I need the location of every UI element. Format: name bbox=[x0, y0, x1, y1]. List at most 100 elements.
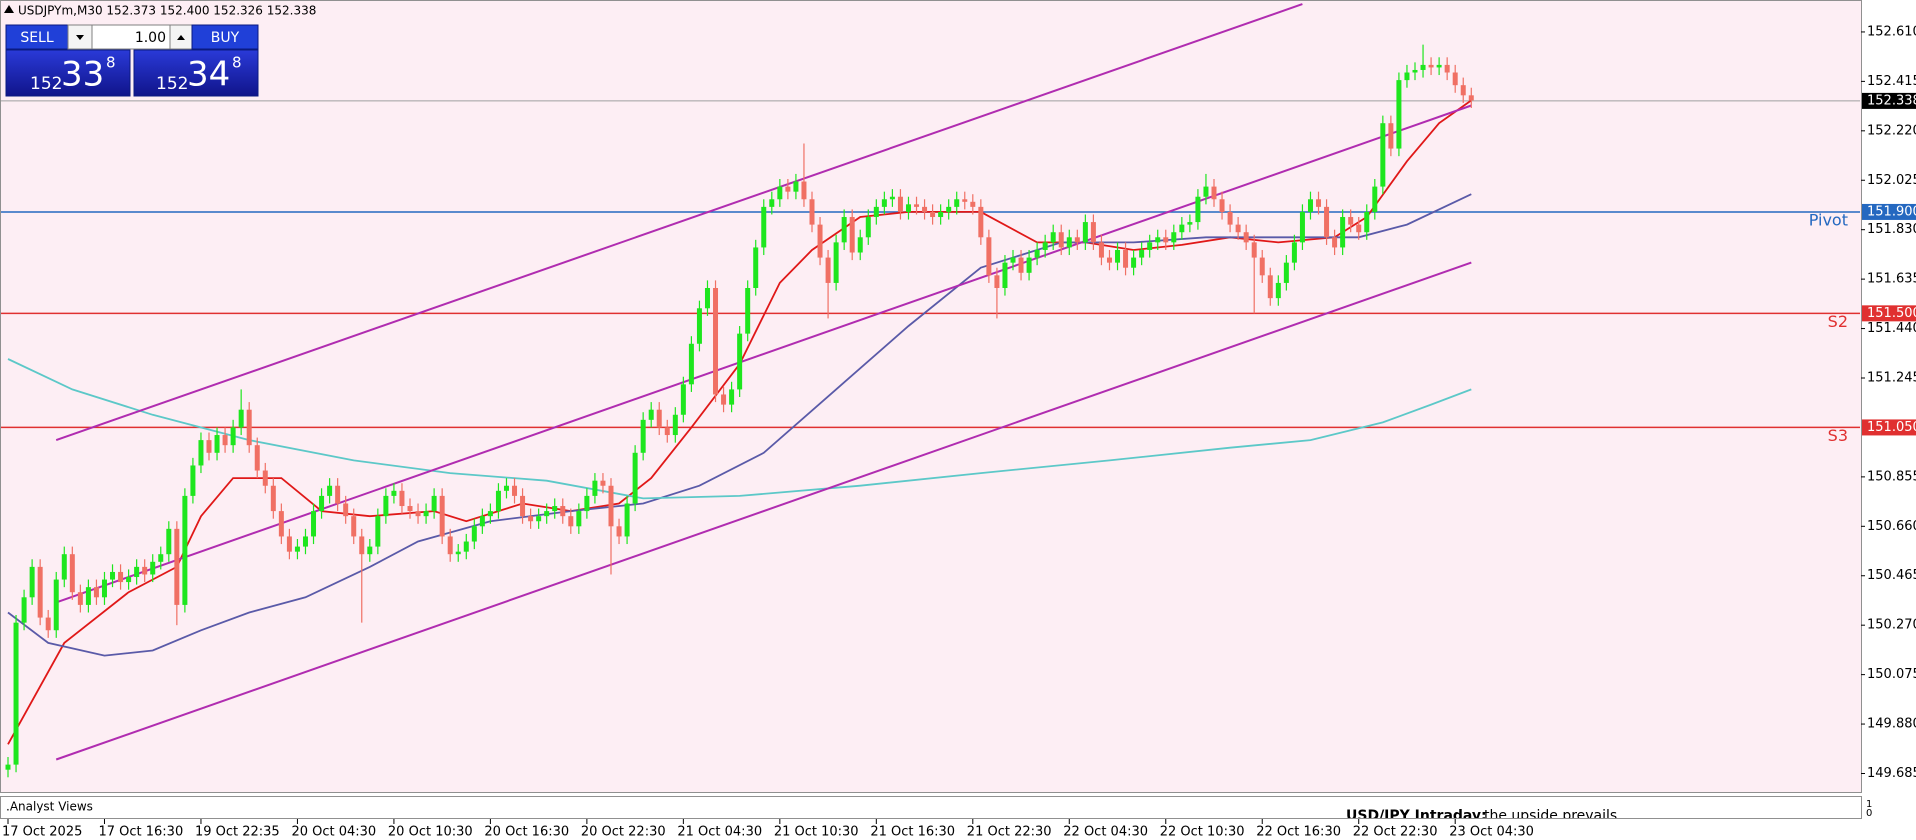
candle-body bbox=[61, 554, 67, 580]
channel-line bbox=[55, 261, 1472, 761]
channel-line bbox=[55, 3, 1303, 442]
indicator-scale: 0 bbox=[1866, 808, 1872, 819]
x-tick-label: 22 Oct 04:30 bbox=[1063, 825, 1148, 840]
candle-body bbox=[431, 495, 437, 512]
candle-body bbox=[1372, 186, 1378, 212]
candle-body bbox=[214, 435, 220, 453]
candle-body bbox=[1299, 211, 1305, 243]
sell-price-pips: 33 bbox=[61, 55, 104, 95]
price-axis: 152.610 152.415 152.220 152.025 151.830 151.6… bbox=[1861, 24, 1916, 781]
candle-body bbox=[1275, 282, 1281, 299]
y-tick-label: 150.855 bbox=[1867, 469, 1916, 484]
candle-body bbox=[946, 206, 952, 212]
candle-body bbox=[1388, 123, 1394, 149]
y-tick-label: 150.465 bbox=[1867, 568, 1916, 583]
symbol-header: USDJPYm,M30 152.373 152.400 152.326 152.… bbox=[18, 4, 316, 18]
x-tick-label: 17 Oct 2025 bbox=[2, 825, 82, 840]
candle-body bbox=[93, 587, 99, 598]
candle-body bbox=[817, 224, 823, 258]
candle-body bbox=[286, 536, 292, 552]
candle-body bbox=[737, 333, 743, 390]
candle-body bbox=[471, 526, 477, 542]
y-tick-label: 151.245 bbox=[1867, 371, 1916, 386]
x-tick-label: 22 Oct 22:30 bbox=[1353, 825, 1438, 840]
candle-body bbox=[1227, 211, 1233, 225]
sell-label[interactable]: SELL bbox=[20, 30, 54, 46]
candle-body bbox=[873, 206, 879, 218]
candle-body bbox=[294, 546, 300, 552]
candle-body bbox=[1420, 64, 1426, 70]
candle-body bbox=[1404, 72, 1410, 81]
candle-body bbox=[190, 465, 196, 496]
candle-body bbox=[1428, 64, 1434, 68]
buy-price-pips: 34 bbox=[187, 55, 230, 95]
candle-body bbox=[101, 579, 107, 598]
x-tick-label: 17 Oct 16:30 bbox=[98, 825, 183, 840]
candle-body bbox=[335, 485, 341, 504]
candle-body bbox=[849, 217, 855, 253]
candle-body bbox=[664, 427, 670, 436]
candle-body bbox=[343, 503, 349, 517]
buy-button[interactable] bbox=[191, 24, 259, 50]
buy-price-box[interactable] bbox=[133, 49, 259, 97]
current-price-box bbox=[1862, 92, 1916, 109]
candle-body bbox=[21, 597, 27, 623]
candle-body bbox=[495, 490, 501, 512]
candle-body bbox=[278, 511, 284, 537]
candle-body bbox=[85, 587, 91, 605]
indicator-scale: 1 bbox=[1866, 799, 1872, 810]
plot-area bbox=[0, 0, 1862, 793]
candle-body bbox=[367, 546, 373, 555]
candle-body bbox=[1243, 232, 1249, 243]
x-tick-label: 22 Oct 16:30 bbox=[1256, 825, 1341, 840]
candle-body bbox=[1042, 242, 1048, 250]
y-tick-label: 150.075 bbox=[1867, 667, 1916, 682]
candle-body bbox=[53, 579, 59, 631]
candle-body bbox=[528, 516, 534, 522]
candle-body bbox=[640, 419, 646, 453]
candle-body bbox=[182, 495, 188, 605]
candle-body bbox=[415, 511, 421, 517]
candle-body bbox=[29, 566, 35, 598]
candle-body bbox=[1380, 123, 1386, 187]
candle-body bbox=[126, 577, 132, 583]
lot-value[interactable]: 1.00 bbox=[135, 30, 166, 46]
candle-body bbox=[262, 470, 268, 486]
candle-body bbox=[1460, 85, 1466, 96]
buy-label[interactable]: BUY bbox=[211, 30, 240, 46]
candle-body bbox=[319, 495, 325, 512]
candle-body bbox=[1131, 257, 1137, 268]
plot-layer: Pivot S2 S3 bbox=[1, 3, 1860, 778]
candle-body bbox=[254, 445, 260, 471]
candle-body bbox=[905, 204, 911, 212]
sell-button[interactable] bbox=[5, 24, 69, 50]
level-price-box bbox=[1862, 419, 1916, 436]
candle-body bbox=[1066, 237, 1072, 248]
candle-body bbox=[769, 199, 775, 207]
y-tick-label: 152.220 bbox=[1867, 123, 1916, 138]
candle-body bbox=[1267, 275, 1273, 299]
candle-body bbox=[1171, 232, 1177, 243]
lot-input[interactable] bbox=[91, 24, 171, 50]
candle-body bbox=[439, 495, 445, 537]
level-price-label: 151.500 bbox=[1867, 306, 1916, 321]
candle-body bbox=[134, 566, 140, 578]
candle-body bbox=[1074, 237, 1080, 243]
level-price-box bbox=[1862, 305, 1916, 322]
x-tick-label: 21 Oct 04:30 bbox=[677, 825, 762, 840]
y-tick-label: 151.830 bbox=[1867, 222, 1916, 237]
candle-body bbox=[198, 440, 204, 466]
candle-body bbox=[696, 308, 702, 344]
candle-body bbox=[1364, 211, 1370, 233]
candle-body bbox=[1058, 232, 1064, 248]
candle-body bbox=[656, 409, 662, 428]
candle-body bbox=[785, 186, 791, 192]
sell-price-box[interactable] bbox=[5, 49, 131, 97]
candle-body bbox=[978, 206, 984, 238]
candle-body bbox=[520, 495, 526, 517]
candle-body bbox=[833, 242, 839, 283]
candle-body bbox=[576, 511, 582, 527]
candle-body bbox=[600, 480, 606, 486]
candle-body bbox=[150, 561, 156, 575]
candle-body bbox=[938, 211, 944, 218]
